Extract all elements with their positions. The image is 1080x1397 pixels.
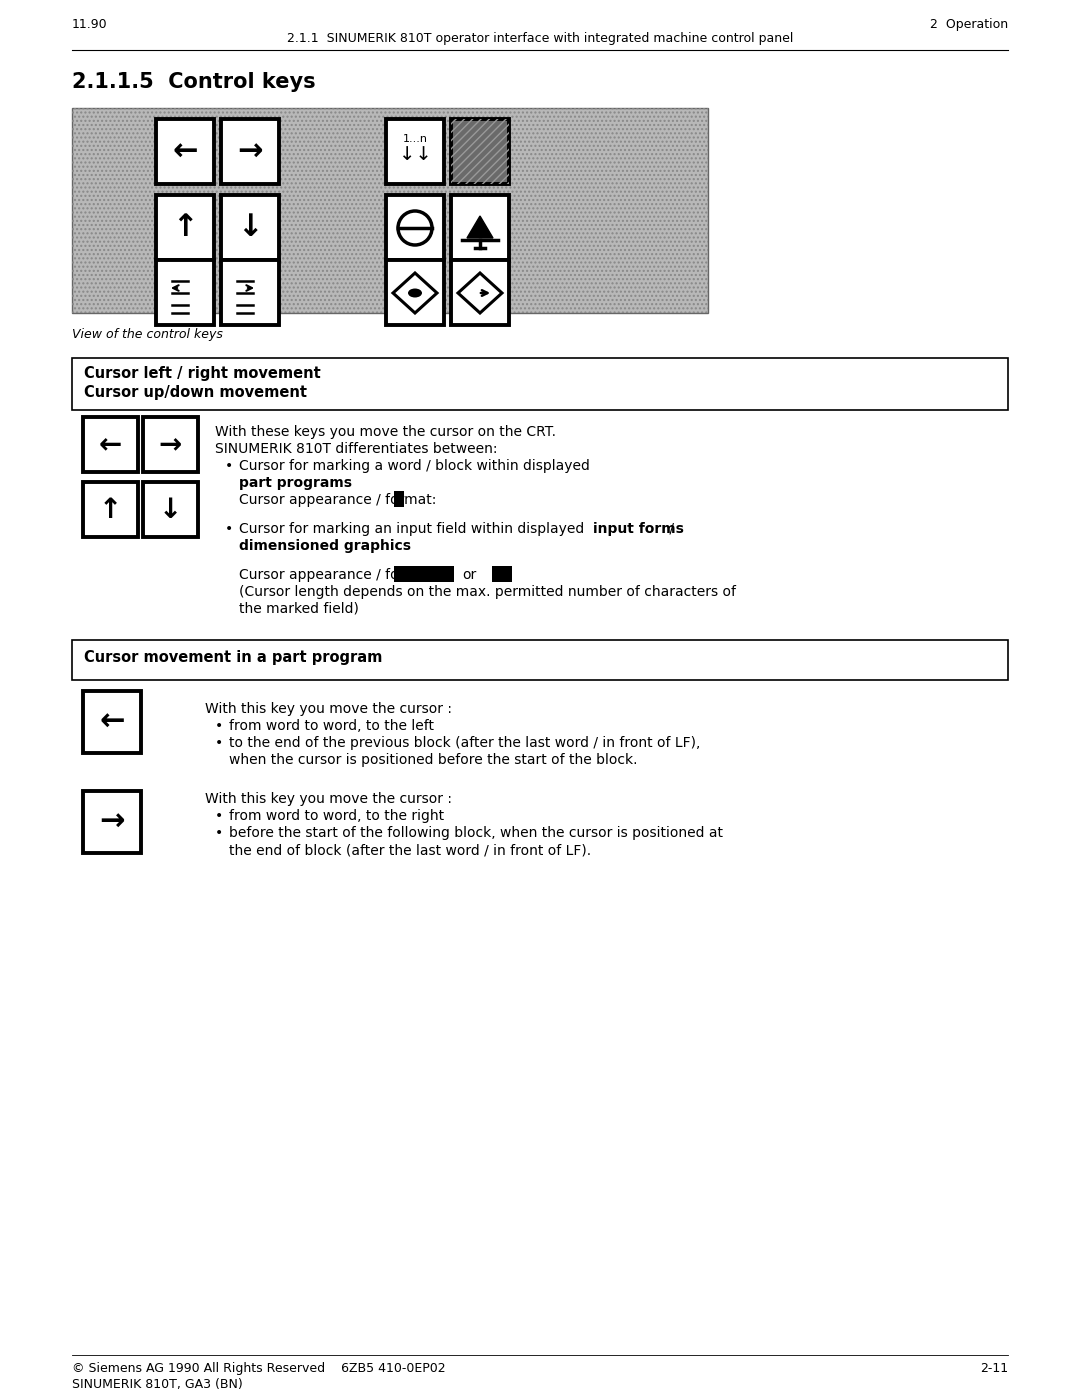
Polygon shape [467, 217, 492, 237]
Text: Cursor for marking an input field within displayed: Cursor for marking an input field within… [239, 522, 589, 536]
Text: to the end of the previous block (after the last word / in front of LF),: to the end of the previous block (after … [229, 736, 700, 750]
Text: from word to word, to the right: from word to word, to the right [229, 809, 444, 823]
Bar [83, 482, 138, 536]
Bar [221, 196, 279, 260]
Bar [72, 108, 708, 313]
Text: 2.1.1  SINUMERIK 810T operator interface with integrated machine control panel: 2.1.1 SINUMERIK 810T operator interface … [287, 32, 793, 45]
Text: before the start of the following block, when the cursor is positioned at: before the start of the following block,… [229, 826, 723, 840]
Text: or: or [462, 569, 476, 583]
Bar [386, 260, 444, 326]
Bar [451, 260, 509, 326]
Bar [83, 416, 138, 472]
Text: ↑: ↑ [172, 214, 198, 243]
Text: from word to word, to the left: from word to word, to the left [229, 719, 434, 733]
Bar [83, 692, 141, 753]
Text: •: • [215, 809, 224, 823]
Bar [156, 260, 214, 326]
Text: →: → [99, 807, 125, 837]
Text: Cursor movement in a part program: Cursor movement in a part program [84, 650, 382, 665]
Text: ↓: ↓ [238, 214, 262, 243]
Text: dimensioned graphics: dimensioned graphics [239, 539, 411, 553]
Bar [451, 119, 509, 184]
Text: •: • [225, 522, 233, 536]
Text: when the cursor is positioned before the start of the block.: when the cursor is positioned before the… [229, 753, 637, 767]
Text: With this key you move the cursor :: With this key you move the cursor : [205, 703, 453, 717]
Text: •: • [215, 719, 224, 733]
Bar [386, 119, 444, 184]
Text: 11.90: 11.90 [72, 18, 108, 31]
Bar [451, 119, 509, 184]
Text: Cursor up/down movement: Cursor up/down movement [84, 386, 307, 400]
Text: the end of block (after the last word / in front of LF).: the end of block (after the last word / … [229, 842, 591, 856]
Bar [143, 416, 198, 472]
Bar [451, 196, 509, 260]
Text: 1...n: 1...n [403, 134, 428, 144]
Bar [72, 358, 1008, 409]
Text: Cursor appearance / format:: Cursor appearance / format: [239, 569, 436, 583]
Text: input forms: input forms [593, 522, 684, 536]
Text: (Cursor length depends on the max. permitted number of characters of: (Cursor length depends on the max. permi… [239, 585, 735, 599]
Text: With this key you move the cursor :: With this key you move the cursor : [205, 792, 453, 806]
Bar [72, 640, 1008, 680]
Text: © Siemens AG 1990 All Rights Reserved    6ZB5 410-0EP02: © Siemens AG 1990 All Rights Reserved 6Z… [72, 1362, 446, 1375]
Text: •: • [215, 736, 224, 750]
Bar [156, 196, 214, 260]
Text: 2  Operation: 2 Operation [930, 18, 1008, 31]
Text: SINUMERIK 810T, GA3 (BN): SINUMERIK 810T, GA3 (BN) [72, 1377, 243, 1391]
Text: •: • [225, 460, 233, 474]
Text: View of the control keys: View of the control keys [72, 328, 222, 341]
Bar [221, 119, 279, 184]
Text: ←: ← [99, 707, 125, 736]
Text: 2.1.1.5  Control keys: 2.1.1.5 Control keys [72, 73, 315, 92]
Text: part programs: part programs [239, 476, 352, 490]
Text: Cursor for marking a word / block within displayed: Cursor for marking a word / block within… [239, 460, 590, 474]
Text: ↑: ↑ [98, 496, 122, 524]
Text: →: → [238, 137, 262, 166]
Text: ↓: ↓ [159, 496, 181, 524]
Bar [143, 482, 198, 536]
Bar [221, 260, 279, 326]
Text: the marked field): the marked field) [239, 602, 359, 616]
Text: →: → [159, 432, 181, 460]
Text: Cursor left / right movement: Cursor left / right movement [84, 366, 321, 381]
Text: /: / [665, 522, 674, 536]
Bar [386, 196, 444, 260]
Bar [72, 108, 708, 313]
Bar [394, 490, 404, 507]
Bar [492, 566, 512, 583]
Bar [156, 119, 214, 184]
Text: 2-11: 2-11 [980, 1362, 1008, 1375]
Bar [394, 566, 454, 583]
Text: SINUMERIK 810T differentiates between:: SINUMERIK 810T differentiates between: [215, 441, 498, 455]
Text: Cursor appearance / format:: Cursor appearance / format: [239, 493, 436, 507]
Bar [83, 791, 141, 854]
Text: ←: ← [98, 432, 122, 460]
Text: With these keys you move the cursor on the CRT.: With these keys you move the cursor on t… [215, 425, 556, 439]
Text: ←: ← [172, 137, 198, 166]
Ellipse shape [408, 289, 422, 298]
Text: •: • [215, 826, 224, 840]
Text: ↓↓: ↓↓ [399, 144, 431, 163]
